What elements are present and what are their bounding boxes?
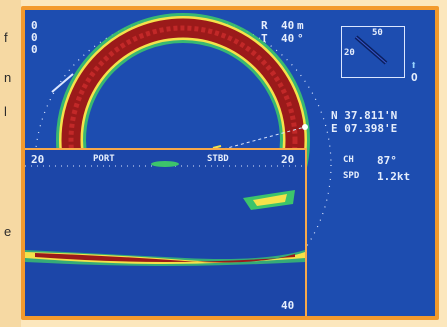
inset-bottom-scale: 40 (281, 299, 295, 312)
sonar-screen: 0 0 0 R 40 m T 40 ° 50 20 ⬆ O N 37.811'N… (25, 10, 435, 316)
compass-scale: 20 (344, 48, 355, 58)
sonar-display-frame: 0 0 0 R 40 m T 40 ° 50 20 ⬆ O N 37.811'N… (21, 6, 439, 320)
range-value: 40 (281, 19, 295, 32)
margin-text-fragment: e (4, 224, 12, 239)
inset-stbd-label: STBD (207, 154, 229, 164)
left-margin: f n l e (0, 0, 21, 327)
compass-box: 50 20 (341, 26, 405, 78)
seabed-echo-red (35, 253, 295, 263)
target-marker (302, 124, 308, 130)
course-label: CH (343, 155, 354, 165)
bearing-marker (51, 73, 74, 93)
vertical-mark: 0 (31, 19, 38, 32)
inset-left-scale: 20 (31, 153, 45, 166)
tilt-unit: ° (297, 32, 304, 45)
speed-label: SPD (343, 171, 360, 181)
tilt-value: 40 (281, 32, 295, 45)
range-label: R (261, 19, 268, 32)
speed-value: 1.2kt (377, 170, 411, 183)
north-symbol: O (411, 71, 418, 84)
range-unit: m (297, 19, 304, 32)
margin-text-fragment: l (4, 104, 7, 119)
longitude: E 07.398'E (331, 122, 398, 135)
latitude: N 37.811'N (331, 109, 398, 122)
vertical-mark: 0 (31, 43, 38, 56)
north-arrow-icon: ⬆ (410, 58, 418, 72)
range-ring (34, 16, 332, 314)
margin-text-fragment: n (4, 70, 12, 85)
vertical-mark: 0 (31, 31, 38, 44)
course-value: 87° (377, 154, 397, 167)
margin-text-fragment: f (4, 30, 8, 45)
inset-right-scale: 20 (281, 153, 295, 166)
tilt-label: T (261, 32, 268, 45)
compass-scale: 50 (372, 28, 383, 38)
inset-port-label: PORT (93, 154, 115, 164)
fish-icon (212, 145, 222, 149)
echo-sounder-inset: 20 PORT STBD 20 40 (25, 148, 307, 316)
